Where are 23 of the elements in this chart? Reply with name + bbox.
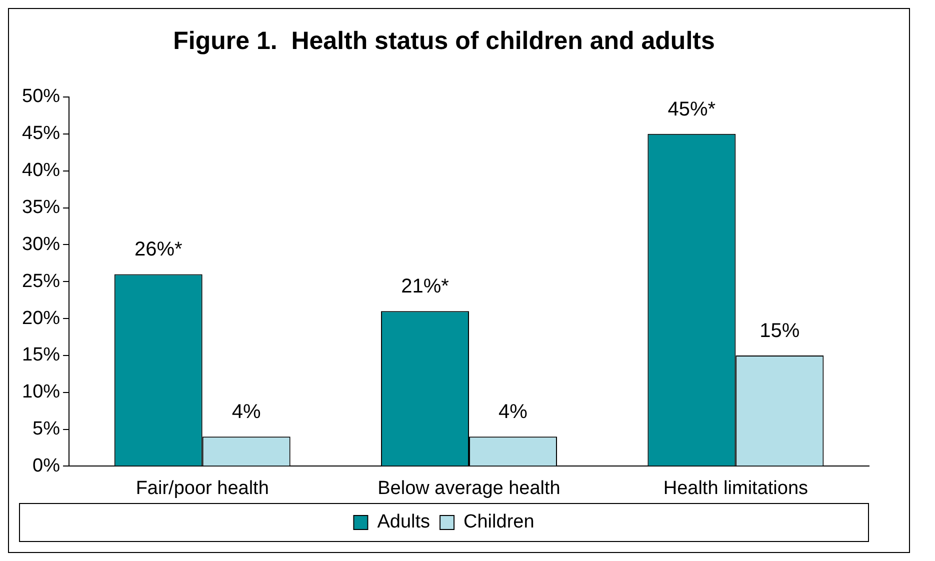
y-tick-label: 45% [22, 123, 60, 144]
y-tick-label: 40% [22, 160, 60, 182]
y-tick-label: 10% [22, 382, 60, 403]
y-tick-label: 30% [22, 234, 60, 255]
data-label: 4% [498, 401, 528, 424]
data-label: 4% [232, 401, 262, 424]
legend-label: Children [464, 512, 534, 533]
data-label: 26%* [134, 238, 182, 261]
x-tick-label: Health limitations [663, 478, 808, 499]
y-tick-label: 35% [22, 196, 60, 218]
y-tick-label: 0% [32, 455, 60, 476]
chart-title: Figure 1. Health status of children and adults [173, 26, 715, 55]
x-tick-label: Fair/poor health [136, 478, 269, 499]
y-tick-label: 20% [22, 308, 60, 329]
data-label: 21%* [401, 276, 450, 298]
data-label: 15% [760, 320, 800, 342]
y-tick-label: 15% [22, 344, 60, 366]
y-tick-label: 50% [22, 86, 60, 108]
y-tick-label: 25% [22, 270, 60, 292]
data-label: 45%* [668, 98, 716, 120]
x-tick-label: Below average health [378, 478, 560, 499]
legend-label: Adults [377, 512, 430, 533]
y-tick-label: 5% [32, 418, 60, 440]
